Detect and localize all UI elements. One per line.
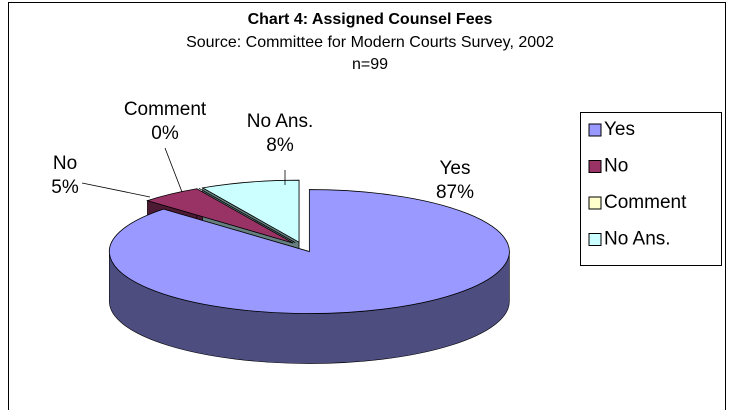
legend-swatch xyxy=(588,196,602,210)
legend-label: No Ans. xyxy=(604,229,671,250)
slice-label: Comment xyxy=(124,99,207,120)
slice-value-label: 87% xyxy=(436,182,474,203)
legend-label: Yes xyxy=(604,119,635,140)
legend-label: Comment xyxy=(604,192,687,213)
slice-value-label: 8% xyxy=(266,135,294,156)
leader-line xyxy=(164,147,183,193)
chart-title: Chart 4: Assigned Counsel Fees xyxy=(248,11,493,28)
slice xyxy=(108,189,510,314)
leader-line xyxy=(81,182,151,198)
slice-label: No xyxy=(53,153,77,174)
legend-swatch xyxy=(588,233,602,246)
legend xyxy=(580,112,722,266)
slice-value-label: 5% xyxy=(51,177,79,198)
legend-swatch xyxy=(588,123,602,137)
chart-subtitle: n=99 xyxy=(352,56,388,73)
slice-label: Yes xyxy=(440,158,471,179)
slice-value-label: 0% xyxy=(151,123,179,144)
slice-label: No Ans. xyxy=(247,111,314,132)
legend-label: No xyxy=(604,156,628,177)
slice xyxy=(146,188,294,244)
legend-swatch xyxy=(588,160,602,173)
slice xyxy=(201,179,300,243)
chart-subtitle: Source: Committee for Modern Courts Surv… xyxy=(186,34,554,51)
slice xyxy=(198,187,296,244)
